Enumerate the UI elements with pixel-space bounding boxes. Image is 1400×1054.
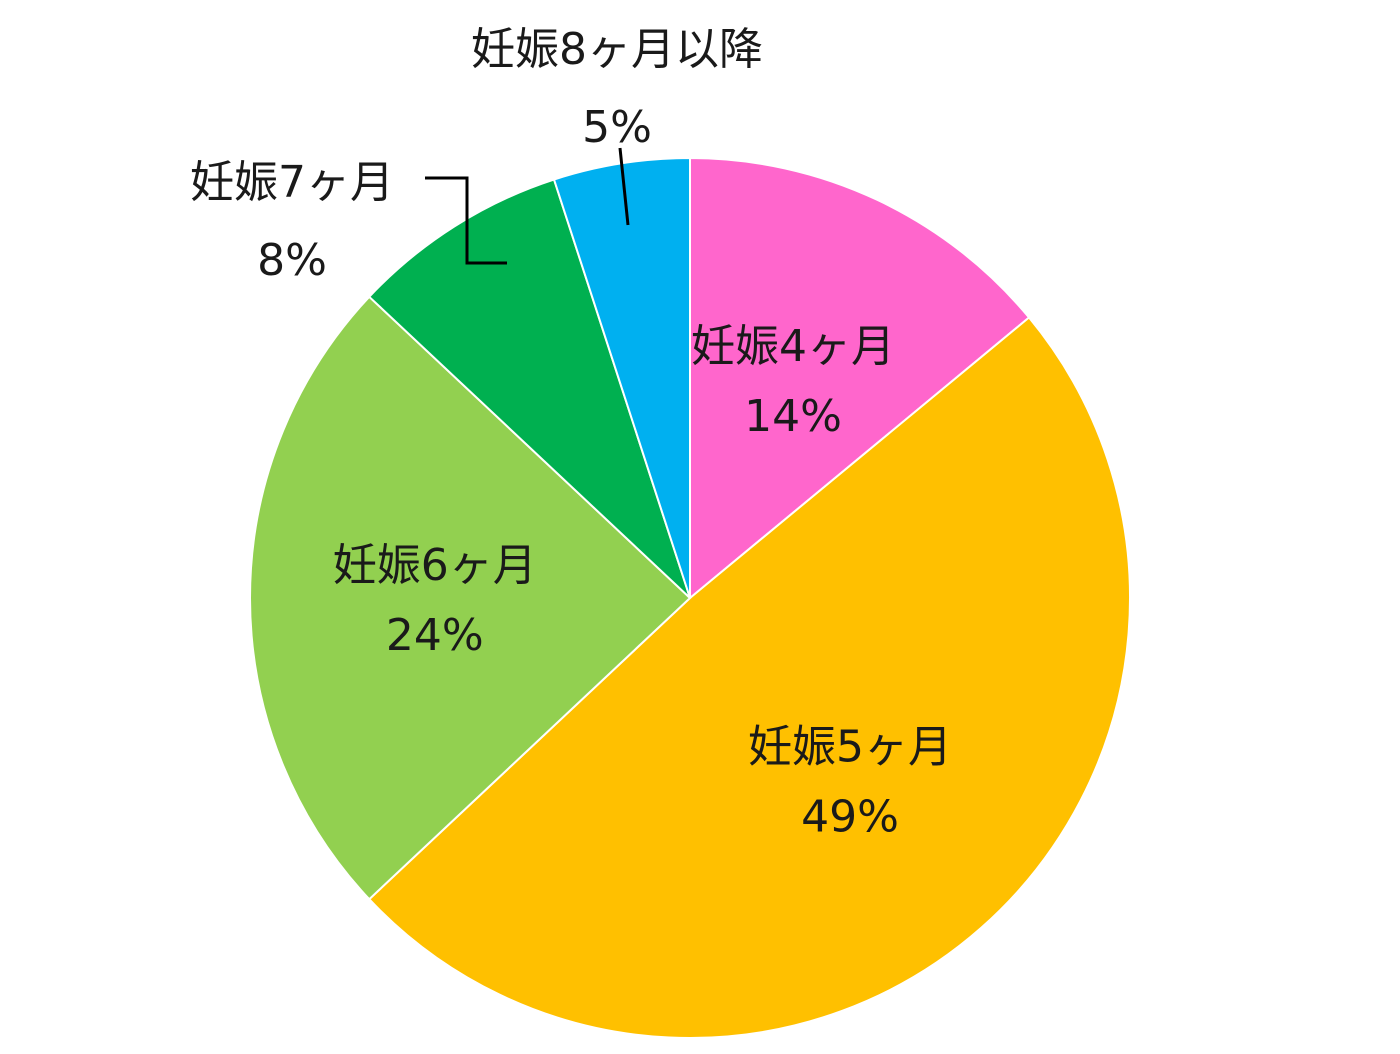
slice-2-label: 妊娠5ヶ月: [748, 722, 952, 773]
slice-4-wedge: [367, 178, 691, 599]
slice-1-label: 妊娠4ヶ月: [691, 321, 895, 372]
pie-labels: 妊娠4ヶ月 14% 妊娠5ヶ月 49% 妊娠6ヶ月 24% 妊娠7ヶ月 8% 妊娠8ヶ月以降 5%: [190, 24, 952, 843]
slice-5-value-label: 5%: [582, 102, 652, 153]
slice-1-value-label: 14%: [744, 391, 842, 442]
slice-3-value-label: 24%: [386, 610, 484, 661]
slice-4-leader-line: [425, 176, 507, 265]
slice-4-value-label: 8%: [257, 235, 327, 286]
slice-5-leader-line: [618, 147, 630, 226]
slice-2-wedge: [367, 316, 1131, 1040]
leader-lines: [425, 147, 630, 265]
slice-4-label: 妊娠7ヶ月: [190, 157, 394, 208]
slice-3-label: 妊娠6ヶ月: [333, 540, 537, 591]
slice-2-value-label: 49%: [801, 792, 899, 843]
slice-3-wedge: [249, 295, 692, 901]
slice-5-label: 妊娠8ヶ月以降: [471, 24, 763, 75]
slice-1-wedge: [689, 156, 1031, 601]
pie-slices: [249, 156, 1131, 1040]
